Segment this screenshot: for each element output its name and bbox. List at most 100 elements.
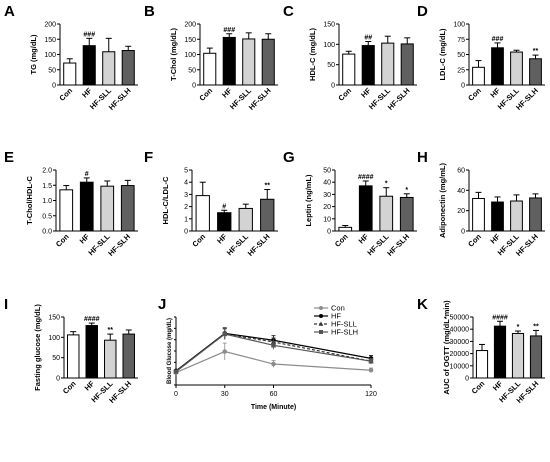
- significance-HF: #: [222, 203, 226, 210]
- y-axis-label: AUC of OGTT (mg/dL*min): [442, 300, 451, 395]
- y-tick-label: 150: [48, 315, 60, 322]
- y-axis-label: TG (mg/dL): [29, 34, 38, 74]
- y-tick-label: 4: [184, 180, 188, 187]
- legend-marker-Con: [319, 306, 323, 310]
- y-tick-label: 0.0: [42, 229, 52, 236]
- bar-Con: [472, 197, 485, 232]
- y-tick-label: 0: [184, 229, 188, 236]
- category-label-HF: HF: [220, 86, 234, 100]
- point-HF-SLH: [173, 369, 179, 374]
- y-tick-label: 0: [327, 229, 331, 236]
- y-tick-label: 30000: [450, 339, 470, 346]
- bar-Con: [195, 195, 210, 232]
- y-tick-label: 200: [184, 22, 196, 29]
- y-tick-label: 0: [192, 83, 196, 90]
- bar-HF-SLL: [381, 42, 395, 86]
- legend-label-HF: HF: [331, 312, 341, 321]
- point-Con: [271, 361, 276, 367]
- bar-HF-SLH: [122, 333, 135, 379]
- x-tick-label: 30: [221, 391, 229, 398]
- series-line-Con: [175, 350, 372, 374]
- legend-marker-HF-SLH: [319, 330, 323, 334]
- bar-HF: [491, 201, 504, 232]
- category-label-Con: Con: [197, 86, 214, 103]
- panel-label: J: [158, 296, 166, 313]
- legend-label-Con: Con: [331, 304, 345, 313]
- bar-Con: [342, 53, 356, 86]
- category-label-HF: HF: [488, 232, 502, 246]
- y-tick-label: 50000: [450, 315, 470, 322]
- x-tick-label: 120: [365, 391, 377, 398]
- significance-HF: ####: [84, 316, 100, 323]
- y-axis-label: Fasting glucose (mg/dL): [33, 304, 42, 391]
- significance-HF: ##: [364, 34, 372, 41]
- y-tick-label: 150: [323, 22, 335, 29]
- y-tick-label: 0: [56, 376, 60, 383]
- bar-HF-SLL: [510, 200, 523, 232]
- point-HF-SLH: [222, 331, 227, 337]
- significance-HF: ####: [358, 174, 374, 181]
- panel-label: H: [417, 149, 428, 166]
- category-label-HF: HF: [78, 232, 92, 246]
- bar-HF: [79, 181, 94, 232]
- category-label-Con: Con: [470, 379, 487, 396]
- bar-HF-SLL: [238, 207, 253, 232]
- bar-Con: [67, 334, 80, 379]
- bar-HF-SLH: [121, 50, 135, 86]
- y-tick-label: 1: [184, 216, 188, 223]
- bar-HF-SLH: [529, 335, 543, 379]
- category-label-Con: Con: [466, 86, 483, 103]
- bar-HF-SLH: [400, 43, 414, 86]
- bar-HF-SLH: [399, 196, 414, 232]
- panel-label: F: [144, 149, 153, 166]
- y-tick-label: 1.0: [42, 198, 52, 205]
- y-axis-label: Adiponectin (mg/mL): [438, 163, 447, 238]
- bar-HF: [85, 325, 98, 379]
- category-label-Con: Con: [57, 86, 74, 103]
- y-tick-label: 100: [323, 42, 335, 49]
- y-tick-label: 75: [457, 37, 465, 44]
- y-tick-label: 40: [457, 188, 465, 195]
- category-label-HF: HF: [83, 379, 97, 393]
- y-tick-label: 20000: [450, 351, 470, 358]
- y-tick-label: 20: [457, 208, 465, 215]
- y-tick-label: 50: [52, 355, 60, 362]
- bar-HF-SLL: [242, 38, 256, 86]
- significance-HF-SLH: **: [533, 48, 539, 55]
- significance-HF-SLH: **: [533, 323, 539, 330]
- significance-HF-SLH: *: [405, 187, 408, 194]
- y-tick-label: 0: [465, 376, 469, 383]
- panel-label: K: [417, 296, 428, 313]
- significance-HF-SLL: *: [517, 324, 520, 331]
- bar-HF-SLL: [102, 51, 116, 86]
- y-tick-label: 20: [323, 204, 331, 211]
- panel-label: I: [4, 296, 8, 313]
- bar-HF: [493, 325, 507, 379]
- y-tick-label: 0.5: [42, 213, 52, 220]
- legend-marker-HF: [319, 314, 323, 318]
- y-axis-label: Blood Glucose (mg/dL): [167, 318, 173, 384]
- bar-HF-SLL: [104, 339, 117, 379]
- category-label-HF: HF: [215, 232, 229, 246]
- y-tick-label: 30: [323, 192, 331, 199]
- x-axis-label: Time (Minute): [251, 404, 296, 411]
- category-label-HF: HF: [357, 232, 371, 246]
- category-label-Con: Con: [61, 379, 78, 396]
- y-tick-label: 100: [184, 52, 196, 59]
- point-HF-SLH: [368, 359, 374, 364]
- category-label-HF-SLH: HF-SLH: [385, 232, 411, 258]
- category-label-HF-SLH: HF-SLH: [106, 232, 132, 258]
- y-axis-label: LDL-C (mg/dL): [438, 28, 447, 81]
- y-tick-label: 0: [52, 83, 56, 90]
- point-Con: [368, 367, 374, 373]
- y-tick-label: 25: [457, 67, 465, 74]
- bar-HF-SLH: [260, 198, 275, 232]
- bar-Con: [63, 62, 77, 86]
- panel-J: J 0 30 60 120 Time (Minute) Blood Glucose (mg/…: [158, 296, 377, 411]
- category-label-Con: Con: [333, 232, 350, 249]
- panel-label: E: [4, 149, 14, 166]
- y-tick-label: 40000: [450, 327, 470, 334]
